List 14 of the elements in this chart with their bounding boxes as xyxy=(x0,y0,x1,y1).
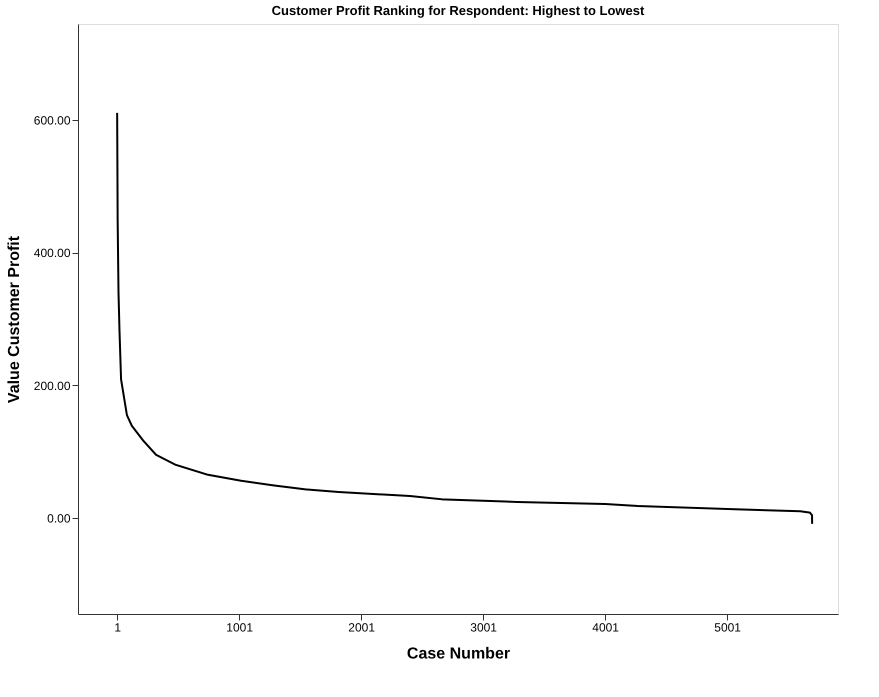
y-tick-label: 400.00 xyxy=(34,246,71,260)
y-tick-label: 0.00 xyxy=(47,511,71,526)
y-tick-label: 600.00 xyxy=(34,114,71,128)
x-tick-label: 4001 xyxy=(592,620,620,634)
x-tick-label: 3001 xyxy=(470,620,498,634)
x-tick-label: 2001 xyxy=(348,620,376,634)
x-tick-label: 1001 xyxy=(226,620,254,634)
x-tick-label: 1 xyxy=(114,620,122,634)
chart-title: Customer Profit Ranking for Respondent: Highest to Lowest xyxy=(272,3,646,18)
y-axis-title: Value Customer Profit xyxy=(6,235,23,404)
x-axis-title: Case Number xyxy=(406,646,510,662)
y-tick-label: 200.00 xyxy=(34,378,71,393)
x-tick-label: 5001 xyxy=(714,620,742,634)
line-series xyxy=(116,112,814,525)
